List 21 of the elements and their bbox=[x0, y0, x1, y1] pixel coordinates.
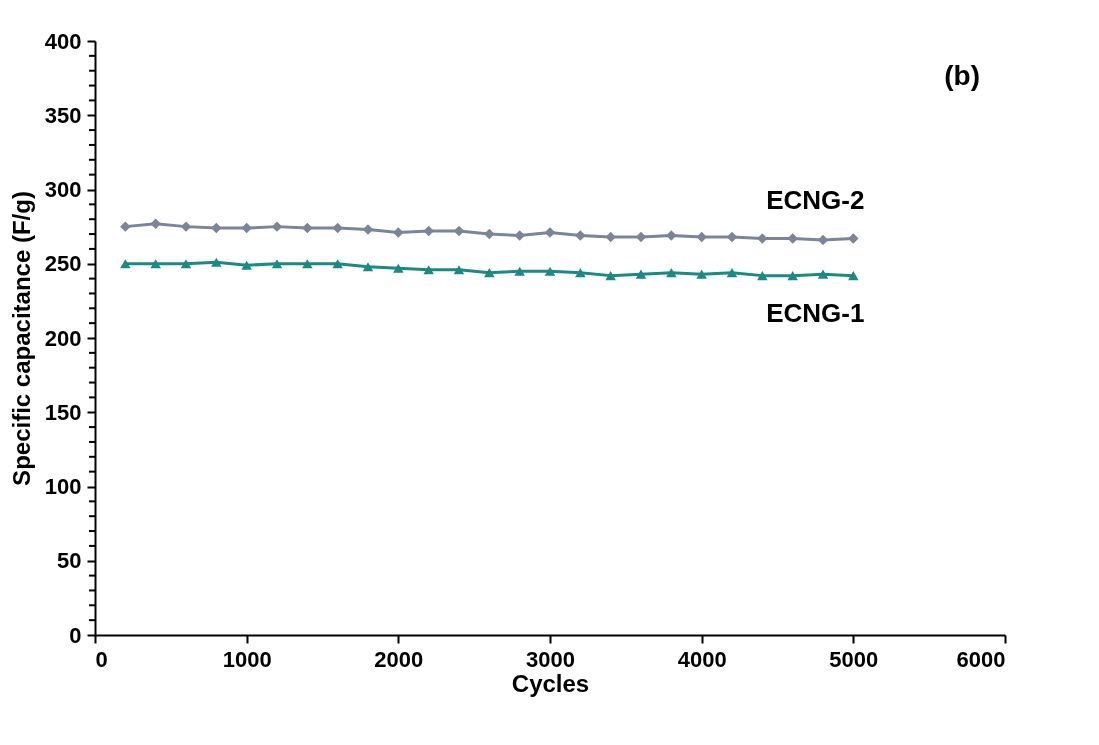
y-tick-label: 250 bbox=[44, 251, 82, 277]
series-label: ECNG-1 bbox=[766, 297, 865, 328]
x-tick-label: 6000 bbox=[956, 646, 1006, 672]
x-tick-label: 1000 bbox=[222, 646, 272, 672]
y-tick-label: 300 bbox=[44, 177, 82, 202]
x-tick-label: 4000 bbox=[677, 646, 727, 672]
x-tick-label: 3000 bbox=[526, 646, 575, 672]
x-tick-label: 5000 bbox=[829, 646, 879, 672]
x-axis-title: Cycles bbox=[511, 669, 590, 697]
series-label: ECNG-2 bbox=[766, 184, 865, 215]
y-axis-title: Specific capacitance (F/g) bbox=[7, 191, 35, 486]
x-tick-label: 2000 bbox=[374, 646, 424, 672]
x-tick-label: 0 bbox=[95, 646, 108, 672]
y-tick-label: 400 bbox=[44, 28, 82, 54]
y-tick-label: 100 bbox=[44, 474, 82, 499]
y-tick-label: 0 bbox=[69, 622, 82, 648]
y-tick-label: 150 bbox=[44, 399, 82, 425]
y-tick-label: 350 bbox=[44, 102, 82, 128]
y-tick-label: 200 bbox=[44, 325, 82, 351]
annotation: (b) bbox=[944, 60, 980, 91]
y-tick-label: 50 bbox=[57, 548, 82, 574]
